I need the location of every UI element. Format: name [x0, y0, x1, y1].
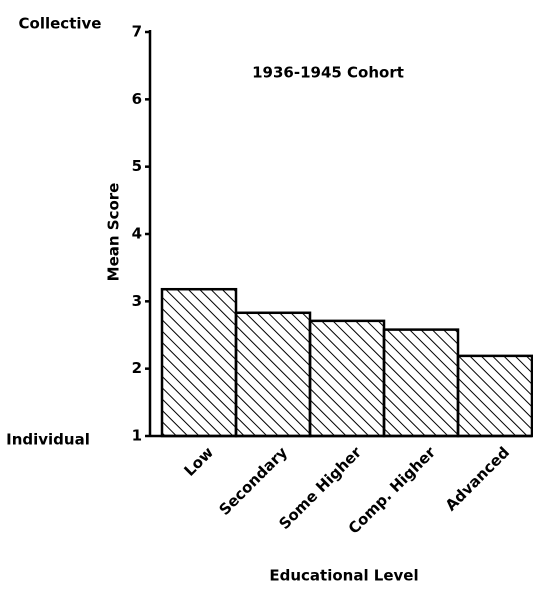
y-tick-label: 6 — [132, 90, 142, 108]
y-tick-label: 4 — [132, 225, 142, 243]
x-tick-label: Secondary — [215, 443, 291, 519]
x-tick-label: Low — [180, 443, 217, 480]
bar — [308, 319, 386, 438]
y-axis-label: Mean Score — [105, 183, 123, 282]
x-axis-label: Educational Level — [269, 567, 418, 585]
x-tick-label: Advanced — [442, 443, 513, 514]
bar — [234, 311, 312, 438]
chart-title: 1936-1945 Cohort — [252, 64, 404, 82]
annotation-bottom: Individual — [6, 431, 90, 449]
bar — [382, 328, 460, 438]
y-tick-label: 1 — [132, 427, 142, 445]
y-tick-label: 7 — [132, 23, 142, 41]
bar — [456, 354, 533, 438]
annotation-top: Collective — [19, 15, 102, 33]
bar — [160, 287, 238, 438]
y-tick-label: 5 — [132, 157, 142, 175]
y-tick-label: 2 — [132, 359, 142, 377]
y-tick-label: 3 — [132, 292, 142, 310]
